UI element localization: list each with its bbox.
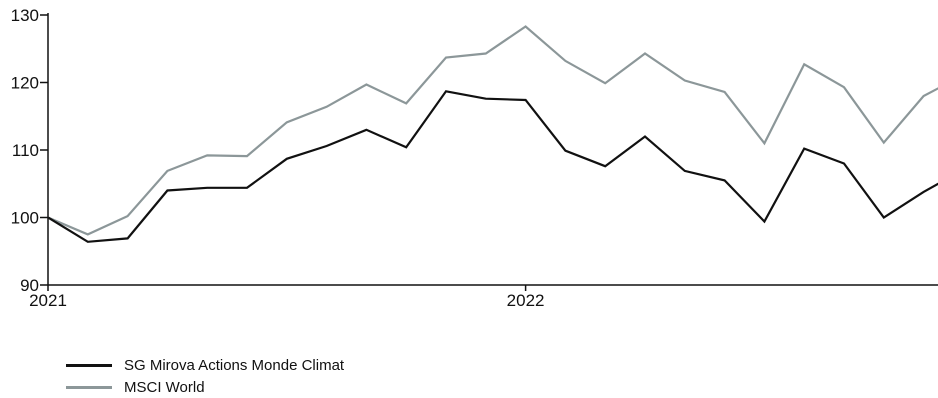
- y-tick-label-120: 120: [11, 74, 39, 93]
- x-tick-label-2021: 2021: [29, 291, 67, 310]
- axes: 90 100 110 120 130 2021 2022: [11, 6, 938, 310]
- legend: SG Mirova Actions Monde Climat MSCI Worl…: [66, 354, 344, 398]
- y-tick-label-90: 90: [20, 276, 39, 295]
- legend-label-sg-mirova: SG Mirova Actions Monde Climat: [124, 356, 345, 374]
- y-tick-label-130: 130: [11, 6, 39, 25]
- legend-swatch-sg-mirova: [66, 363, 112, 367]
- legend-item-sg-mirova: SG Mirova Actions Monde Climat: [66, 354, 344, 376]
- x-tick-label-2022: 2022: [507, 291, 545, 310]
- legend-swatch-msci-world: [66, 385, 112, 389]
- y-tick-label-110: 110: [12, 141, 39, 160]
- legend-item-msci-world: MSCI World: [66, 376, 344, 398]
- series-layer: [48, 25, 938, 243]
- series-line-msci-world: [48, 25, 938, 236]
- y-tick-label-100: 100: [11, 209, 39, 228]
- series-line-sg-mirova: [48, 90, 938, 243]
- legend-label-msci-world: MSCI World: [124, 378, 205, 396]
